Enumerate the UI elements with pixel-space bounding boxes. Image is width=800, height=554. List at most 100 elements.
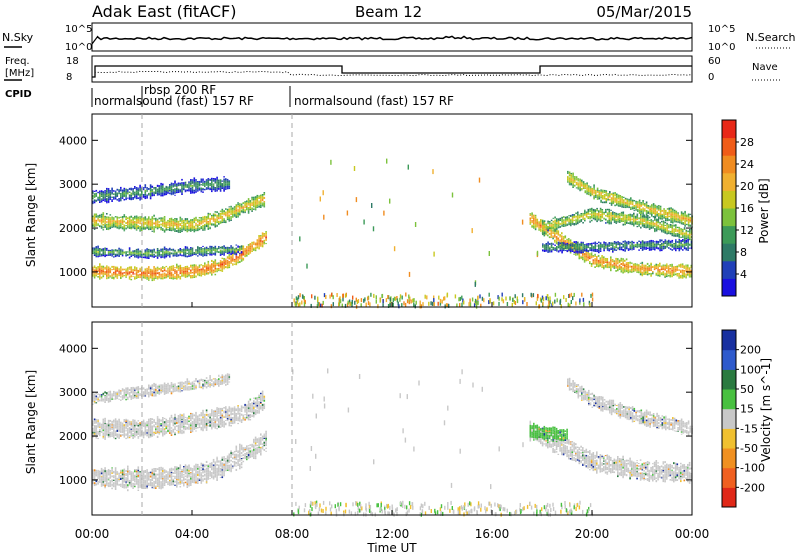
power-cell xyxy=(128,273,131,275)
power-cell xyxy=(592,263,595,265)
power-cell xyxy=(148,254,150,256)
power-cell xyxy=(680,240,682,243)
power-cell xyxy=(181,251,183,253)
power-cell xyxy=(612,192,615,194)
power-speck xyxy=(319,303,322,308)
power-cell xyxy=(685,244,688,246)
power-cell xyxy=(640,243,642,245)
power-cell xyxy=(598,210,600,213)
power-cell xyxy=(613,264,616,266)
power-cell xyxy=(599,211,602,213)
power-cell xyxy=(624,202,627,205)
power-cell xyxy=(577,221,579,223)
power-cell xyxy=(197,269,199,272)
power-cell xyxy=(631,206,634,208)
power-cell xyxy=(197,246,199,249)
power-cell xyxy=(251,209,253,211)
power-cell xyxy=(657,270,659,273)
power-cell xyxy=(125,216,127,218)
power-cell xyxy=(623,196,625,198)
power-cell xyxy=(228,251,231,252)
power-cell xyxy=(167,267,169,270)
power-cell xyxy=(645,241,647,243)
power-cell xyxy=(118,224,120,225)
power-cell xyxy=(631,245,633,248)
power-cell xyxy=(575,178,578,180)
power-cell xyxy=(99,196,101,199)
power-cell xyxy=(642,203,644,206)
power-speck xyxy=(445,303,448,308)
power-speck xyxy=(582,297,585,302)
power-cell xyxy=(153,250,155,252)
power-cell xyxy=(571,219,574,222)
power-cell xyxy=(155,187,157,189)
power-cell xyxy=(598,212,600,215)
power-cell xyxy=(221,218,224,221)
power-cell xyxy=(625,267,628,269)
velocity-cell xyxy=(113,484,115,486)
power-cell xyxy=(202,191,204,193)
power-cell xyxy=(137,218,140,220)
power-cell xyxy=(599,213,602,216)
power-cell xyxy=(219,215,222,217)
power-cell xyxy=(554,216,556,219)
power-cell xyxy=(690,274,693,276)
power-cell xyxy=(177,251,180,253)
power-cell xyxy=(641,266,644,269)
power-cell xyxy=(209,253,211,256)
power-cell xyxy=(660,268,663,271)
power-cell xyxy=(191,252,194,255)
power-cell xyxy=(228,248,231,250)
power-cell xyxy=(244,204,246,207)
power-cell xyxy=(636,267,638,270)
power-cell xyxy=(566,244,569,247)
power-cell xyxy=(638,243,640,246)
power-cell xyxy=(135,275,138,277)
power-cell xyxy=(554,239,556,242)
power-cell xyxy=(622,223,625,226)
power-cell xyxy=(547,220,549,223)
power-cell xyxy=(603,213,605,215)
power-cell xyxy=(653,268,656,271)
power-cell xyxy=(582,245,584,247)
power-speck xyxy=(386,158,388,164)
power-speck xyxy=(477,295,479,300)
power-cell xyxy=(689,233,691,236)
power-cell xyxy=(580,220,583,222)
power-cell xyxy=(134,268,136,270)
power-cell xyxy=(654,222,656,225)
power-cell xyxy=(127,192,129,195)
power-cell xyxy=(205,269,208,272)
power-cell xyxy=(149,218,152,221)
power-cell xyxy=(162,186,164,189)
power-cell xyxy=(107,249,110,252)
power-cell xyxy=(566,239,568,242)
power-cell xyxy=(256,206,259,208)
power-cell xyxy=(680,219,683,222)
power-cell xyxy=(221,269,224,271)
power-cell xyxy=(598,217,600,220)
power-cell xyxy=(99,265,101,267)
power-cell xyxy=(118,270,120,273)
power-cell xyxy=(577,188,580,190)
power-cell xyxy=(534,227,537,229)
power-cell xyxy=(617,218,619,221)
power-cell xyxy=(634,216,637,219)
power-cell xyxy=(137,221,140,224)
power-speck xyxy=(322,300,324,305)
power-cell xyxy=(641,224,644,226)
power-cell xyxy=(148,275,150,277)
power-cell xyxy=(594,212,597,215)
power-cell xyxy=(655,229,658,232)
power-cell xyxy=(562,239,565,242)
power-cell xyxy=(125,268,127,270)
power-cell xyxy=(99,226,101,228)
power-cell xyxy=(232,253,234,256)
power-cell xyxy=(190,271,192,274)
power-cell xyxy=(582,241,584,244)
power-cell xyxy=(99,270,101,273)
power-cell xyxy=(221,221,224,224)
power-cell xyxy=(601,262,603,264)
power-cell xyxy=(95,255,98,258)
power-speck xyxy=(409,296,411,301)
